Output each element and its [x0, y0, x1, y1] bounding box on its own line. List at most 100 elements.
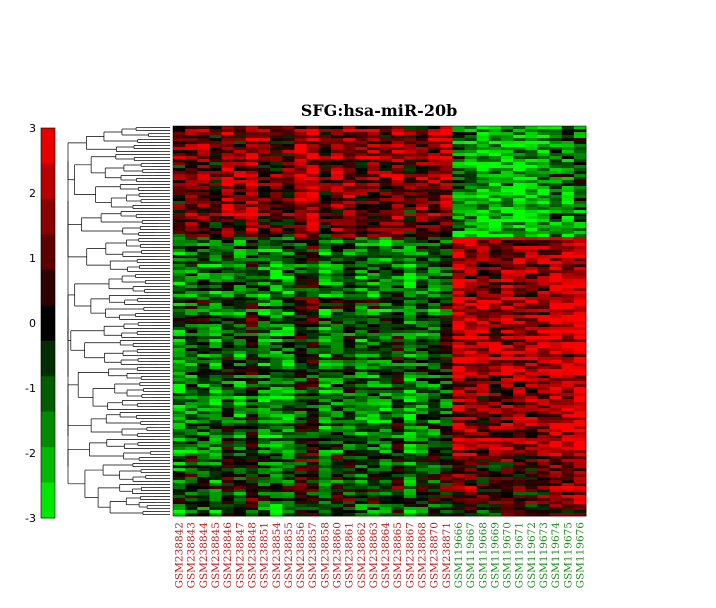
- heatmap-cell: [476, 279, 490, 283]
- heatmap-cell: [173, 471, 186, 475]
- heatmap-cell: [233, 363, 247, 367]
- heatmap-cell: [452, 231, 465, 235]
- heatmap-cell: [173, 477, 186, 481]
- heatmap-cell: [221, 471, 235, 475]
- heatmap-cell: [391, 126, 405, 130]
- heatmap-cell: [185, 201, 198, 205]
- heatmap-cell: [379, 288, 393, 292]
- heatmap-cell: [500, 480, 514, 484]
- heatmap-cell: [513, 168, 526, 172]
- heatmap-cell: [330, 159, 344, 163]
- heatmap-cell: [282, 354, 295, 358]
- heatmap-cell: [549, 432, 563, 436]
- heatmap-cell: [318, 192, 332, 196]
- heatmap-cell: [537, 417, 550, 421]
- heatmap-cell: [173, 390, 186, 394]
- heatmap-cell: [549, 429, 563, 433]
- heatmap-cell: [245, 417, 259, 421]
- heatmap-cell: [415, 222, 429, 226]
- heatmap-cell: [306, 162, 320, 166]
- heatmap-cell: [270, 510, 283, 514]
- heatmap-cell: [245, 279, 259, 283]
- heatmap-cell: [488, 444, 502, 448]
- heatmap-cell: [428, 201, 441, 205]
- heatmap-cell: [282, 357, 295, 361]
- heatmap-cell: [185, 381, 198, 385]
- heatmap-cell: [185, 300, 198, 304]
- heatmap-cell: [318, 177, 332, 181]
- heatmap-cell: [440, 360, 453, 364]
- heatmap-cell: [452, 177, 465, 181]
- sample-label: GSM238843: [186, 522, 198, 588]
- heatmap-cell: [306, 192, 320, 196]
- heatmap-cell: [440, 378, 453, 382]
- heatmap-cell: [221, 174, 235, 178]
- heatmap-cell: [549, 471, 563, 475]
- heatmap-cell: [221, 306, 235, 310]
- heatmap-cell: [294, 207, 308, 211]
- heatmap-cell: [330, 321, 344, 325]
- heatmap-cell: [221, 501, 235, 505]
- heatmap-cell: [525, 483, 538, 487]
- heatmap-cell: [415, 414, 429, 418]
- heatmap-cell: [549, 402, 563, 406]
- heatmap-cell: [549, 315, 563, 319]
- heatmap-cell: [464, 270, 478, 274]
- heatmap-cell: [245, 288, 259, 292]
- heatmap-cell: [500, 249, 514, 253]
- heatmap-cell: [488, 186, 502, 190]
- heatmap-cell: [561, 255, 575, 259]
- heatmap-cell: [343, 153, 356, 157]
- heatmap-cell: [500, 498, 514, 502]
- heatmap-cell: [209, 510, 222, 514]
- heatmap-cell: [549, 201, 563, 205]
- heatmap-cell: [488, 162, 502, 166]
- heatmap-cell: [209, 441, 222, 445]
- heatmap-cell: [537, 171, 550, 175]
- heatmap-cell: [245, 438, 259, 442]
- heatmap-cell: [428, 297, 441, 301]
- heatmap-cell: [233, 381, 247, 385]
- heatmap-cell: [452, 462, 465, 466]
- heatmap-cell: [549, 204, 563, 208]
- heatmap-cell: [233, 255, 247, 259]
- heatmap-cell: [500, 135, 514, 139]
- heatmap-cell: [367, 387, 380, 391]
- heatmap-cell: [391, 252, 405, 256]
- heatmap-cell: [415, 324, 429, 328]
- heatmap-cell: [428, 504, 441, 508]
- heatmap-cell: [282, 375, 295, 379]
- heatmap-cell: [513, 510, 526, 514]
- heatmap-cell: [318, 480, 332, 484]
- heatmap-cell: [306, 288, 320, 292]
- heatmap-cell: [537, 315, 550, 319]
- heatmap-cell: [367, 285, 380, 289]
- heatmap-cell: [428, 252, 441, 256]
- heatmap-cell: [513, 180, 526, 184]
- heatmap-cell: [197, 258, 210, 262]
- heatmap-cell: [391, 174, 405, 178]
- heatmap-cell: [282, 465, 295, 469]
- heatmap-cell: [561, 144, 575, 148]
- heatmap-cell: [197, 423, 210, 427]
- heatmap-cell: [573, 210, 587, 214]
- heatmap-cell: [537, 363, 550, 367]
- heatmap-cell: [209, 192, 222, 196]
- heatmap-cell: [355, 429, 368, 433]
- heatmap-cell: [379, 444, 393, 448]
- heatmap-cell: [549, 261, 563, 265]
- heatmap-cell: [318, 381, 332, 385]
- heatmap-cell: [282, 486, 295, 490]
- heatmap-cell: [403, 411, 417, 415]
- heatmap-cell: [330, 366, 344, 370]
- heatmap-cell: [391, 456, 405, 460]
- heatmap-cell: [367, 492, 380, 496]
- heatmap-cell: [209, 297, 222, 301]
- heatmap-cell: [294, 426, 308, 430]
- heatmap-cell: [270, 477, 283, 481]
- heatmap-cell: [525, 249, 538, 253]
- heatmap-cell: [367, 513, 380, 517]
- heatmap-cell: [549, 393, 563, 397]
- heatmap-cell: [415, 237, 429, 241]
- heatmap-cell: [476, 174, 490, 178]
